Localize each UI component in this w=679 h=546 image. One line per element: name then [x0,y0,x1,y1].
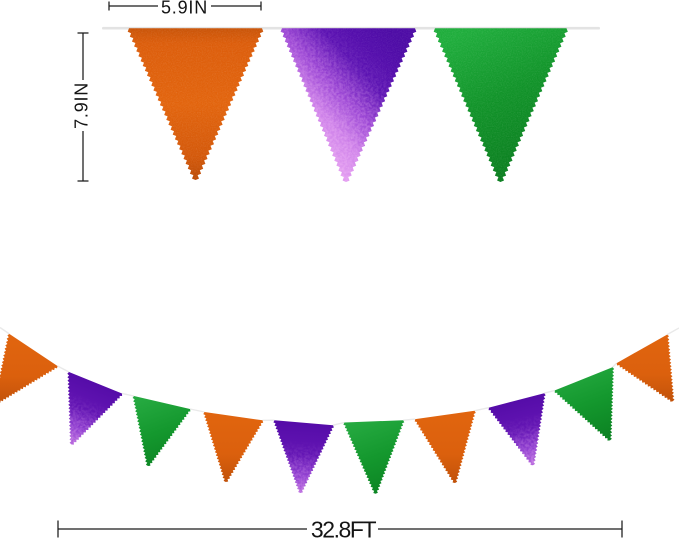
svg-text:32.8FT: 32.8FT [311,517,377,542]
svg-text:5.9IN: 5.9IN [161,0,208,18]
svg-text:7.9IN: 7.9IN [72,82,92,129]
